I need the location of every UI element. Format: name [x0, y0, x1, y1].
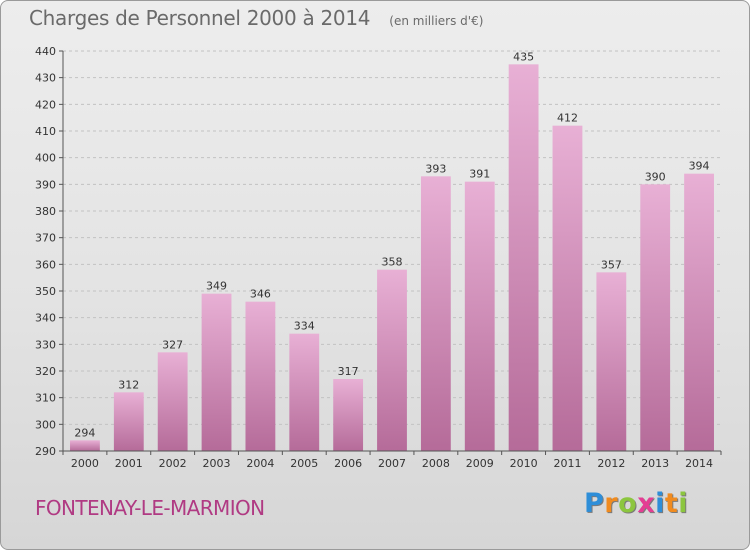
bar-2006	[333, 379, 364, 451]
x-tick-label-2011: 2011	[553, 457, 581, 470]
logo-letter: P	[584, 488, 605, 519]
data-label-2010: 435	[513, 50, 534, 63]
bar-2000	[70, 440, 100, 451]
bar-2001	[113, 392, 144, 451]
y-tick-label: 440	[35, 45, 56, 58]
y-tick-label: 390	[35, 178, 56, 191]
logo-letter: i	[655, 488, 665, 519]
x-tick-label-2004: 2004	[246, 457, 274, 470]
x-tick-label-2009: 2009	[466, 457, 494, 470]
y-tick-label: 310	[35, 392, 56, 405]
data-label-2006: 317	[338, 365, 359, 378]
bar-2010	[508, 64, 539, 452]
logo-letter: x	[637, 488, 656, 519]
y-tick-label: 330	[35, 338, 56, 351]
x-tick-label-2005: 2005	[290, 457, 318, 470]
x-tick-label-2002: 2002	[159, 457, 187, 470]
data-label-2011: 412	[557, 112, 578, 125]
y-tick-label: 380	[35, 205, 56, 218]
x-tick-label-2000: 2000	[71, 457, 99, 470]
x-tick-label-2001: 2001	[115, 457, 143, 470]
logo-letter: o	[618, 488, 638, 519]
y-tick-label: 320	[35, 365, 56, 378]
x-tick-label-2012: 2012	[597, 457, 625, 470]
y-tick-label: 360	[35, 258, 56, 271]
y-tick-label: 400	[35, 152, 56, 165]
data-label-2005: 334	[294, 320, 315, 333]
logo-letter: t	[664, 488, 679, 519]
x-tick-label-2006: 2006	[334, 457, 362, 470]
data-label-2000: 294	[74, 426, 95, 439]
commune-name: FONTENAY-LE-MARMION	[35, 496, 265, 520]
data-label-2012: 357	[601, 258, 622, 271]
data-label-2013: 390	[645, 170, 666, 183]
chart-title: Charges de Personnel 2000 à 2014	[29, 6, 371, 30]
bar-2011	[552, 125, 583, 452]
data-label-2002: 327	[162, 338, 183, 351]
data-label-2014: 394	[689, 160, 710, 173]
proxiti-logo[interactable]: Proxiti	[584, 488, 688, 519]
x-tick-label-2007: 2007	[378, 457, 406, 470]
bars	[70, 64, 714, 452]
x-tick-label-2010: 2010	[510, 457, 538, 470]
bar-2014	[684, 173, 714, 451]
data-labels: 294 312 327 349 346 334 317 358 393 391 435 412 357 3…	[74, 50, 709, 439]
x-tick-label-2003: 2003	[203, 457, 231, 470]
data-label-2001: 312	[118, 378, 139, 391]
data-label-2007: 358	[382, 256, 403, 269]
chart-unit-subtitle: (en milliers d'€)	[389, 14, 484, 28]
data-label-2008: 393	[425, 162, 446, 175]
bar-2003	[201, 293, 232, 451]
data-label-2009: 391	[469, 168, 490, 181]
y-tick-label: 350	[35, 285, 56, 298]
bar-2002	[157, 352, 188, 451]
chart-title-line: Charges de Personnel 2000 à 2014 (en mil…	[29, 6, 483, 30]
logo-letter: i	[678, 488, 689, 519]
bar-2007	[377, 269, 407, 451]
x-tick-label-2013: 2013	[641, 457, 669, 470]
logo-letter: r	[604, 488, 619, 519]
y-tick-label: 420	[35, 98, 56, 111]
bar-2005	[289, 333, 320, 451]
data-label-2003: 349	[206, 280, 227, 293]
data-label-2004: 346	[250, 288, 271, 301]
x-tick-label-2014: 2014	[685, 457, 713, 470]
bar-2004	[245, 301, 276, 451]
y-tick-label: 290	[35, 445, 56, 458]
x-axis: 2000 2001 2002 2003 2004 2005 2006 2007 2008 2009…	[62, 450, 722, 470]
bar-2013	[640, 184, 671, 452]
y-tick-label: 430	[35, 72, 56, 85]
y-axis: 290 300 310 320 330 340 350 360 370 380 390 400 410 4…	[35, 45, 64, 458]
bar-2009	[464, 181, 495, 451]
x-tick-label-2008: 2008	[422, 457, 450, 470]
y-tick-label: 410	[35, 125, 56, 138]
bar-2008	[420, 176, 451, 452]
y-tick-label: 370	[35, 232, 56, 245]
bar-2012	[596, 272, 627, 451]
y-tick-label: 300	[35, 418, 56, 431]
y-tick-label: 340	[35, 312, 56, 325]
